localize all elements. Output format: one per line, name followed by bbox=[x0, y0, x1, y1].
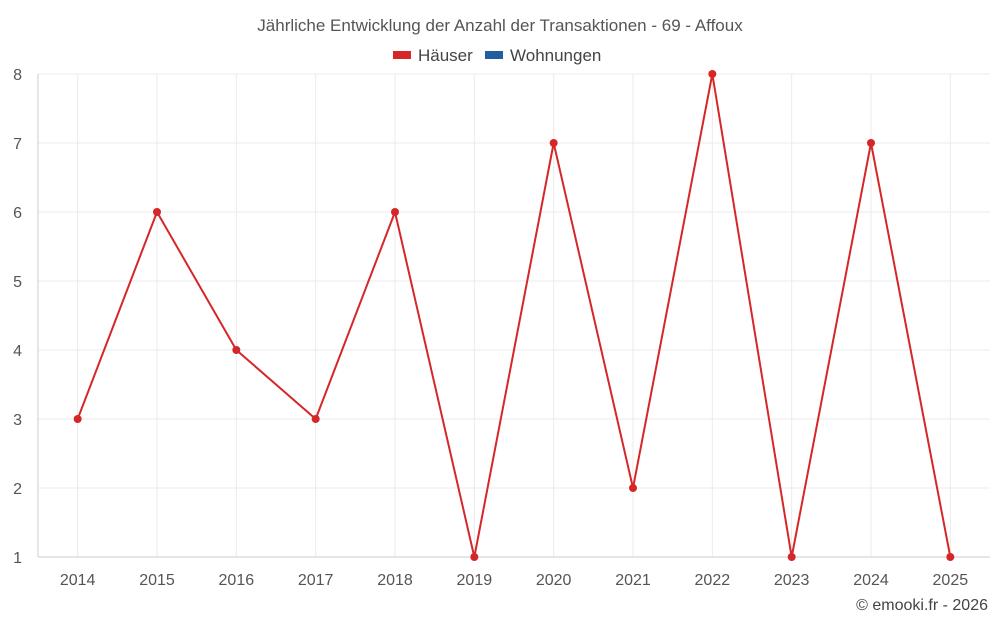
x-tick-label: 2018 bbox=[377, 572, 413, 589]
data-point-2022[interactable] bbox=[708, 70, 717, 78]
x-tick-label: 2022 bbox=[695, 572, 731, 589]
data-point-2025[interactable] bbox=[946, 553, 955, 561]
data-point-2016[interactable] bbox=[232, 346, 241, 354]
credit-text: © emooki.fr - 2026 bbox=[856, 597, 988, 614]
x-tick-label: 2019 bbox=[457, 572, 493, 589]
data-point-2024[interactable] bbox=[867, 139, 875, 147]
data-point-2015[interactable] bbox=[153, 208, 161, 216]
legend-label-wohnungen[interactable]: Wohnungen bbox=[510, 46, 601, 65]
y-tick-label: 6 bbox=[13, 205, 22, 222]
x-axis-ticks: 2014 2015 2016 2017 2018 2019 2020 2021 2022 2023… bbox=[60, 572, 968, 589]
y-tick-label: 7 bbox=[13, 136, 22, 153]
data-point-2023[interactable] bbox=[787, 553, 796, 561]
axes bbox=[37, 74, 990, 558]
y-tick-label: 8 bbox=[13, 67, 22, 84]
y-tick-label: 5 bbox=[13, 274, 22, 291]
data-point-2018[interactable] bbox=[391, 208, 399, 216]
x-tick-label: 2016 bbox=[219, 572, 255, 589]
x-tick-label: 2017 bbox=[298, 572, 334, 589]
data-point-2021[interactable] bbox=[629, 484, 637, 492]
gridlines bbox=[38, 73, 990, 558]
data-point-2020[interactable] bbox=[549, 139, 558, 147]
x-tick-label: 2014 bbox=[60, 572, 96, 589]
y-tick-label: 4 bbox=[13, 343, 22, 360]
y-axis-ticks: 1 2 3 4 5 6 7 8 bbox=[13, 67, 22, 567]
series-haeuser bbox=[73, 70, 955, 561]
x-tick-label: 2021 bbox=[615, 572, 651, 589]
x-tick-label: 2024 bbox=[853, 572, 889, 589]
data-point-2014[interactable] bbox=[73, 415, 82, 423]
legend-swatch-haeuser bbox=[393, 51, 411, 59]
y-tick-label: 2 bbox=[13, 481, 22, 498]
data-point-2019[interactable] bbox=[470, 553, 479, 561]
data-point-2017[interactable] bbox=[311, 415, 320, 423]
x-tick-label: 2023 bbox=[774, 572, 810, 589]
x-tick-label: 2015 bbox=[139, 572, 175, 589]
y-tick-label: 1 bbox=[13, 550, 22, 567]
y-tick-label: 3 bbox=[13, 412, 22, 429]
series-line-0 bbox=[76, 73, 952, 558]
legend: Häuser Wohnungen bbox=[393, 46, 601, 65]
legend-swatch-wohnungen bbox=[485, 51, 503, 59]
x-tick-label: 2020 bbox=[536, 572, 572, 589]
chart-title: Jährliche Entwicklung der Anzahl der Tra… bbox=[257, 16, 743, 35]
x-tick-label: 2025 bbox=[933, 572, 969, 589]
legend-label-haeuser[interactable]: Häuser bbox=[418, 46, 473, 65]
